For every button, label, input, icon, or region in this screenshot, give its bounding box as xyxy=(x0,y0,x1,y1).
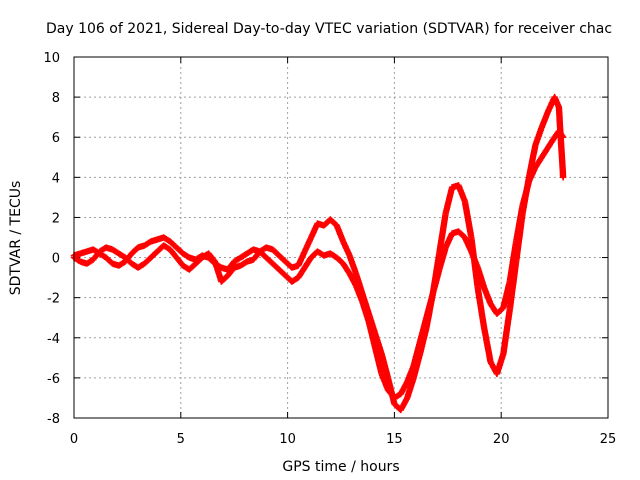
marker-trail xyxy=(116,259,128,268)
marker-trail xyxy=(532,125,545,147)
marker-trail xyxy=(506,259,520,312)
y-tick-label: -8 xyxy=(47,412,60,427)
y-tick-label: 2 xyxy=(52,211,60,226)
plot-frame xyxy=(73,56,609,419)
marker-trail xyxy=(519,175,532,216)
y-tick-label: 8 xyxy=(52,91,60,106)
x-axis-label: GPS time / hours xyxy=(282,459,399,475)
marker-trail xyxy=(136,261,147,270)
marker-trail xyxy=(404,364,417,384)
data-series xyxy=(70,93,567,414)
marker-trail xyxy=(212,259,225,284)
y-tick-label: 10 xyxy=(43,51,60,66)
axis-ticks: 0 5 10 15 20 25 -8 -6 -4 -2 0 2 4 6 8 10 xyxy=(43,51,616,447)
marker-trail xyxy=(340,261,352,276)
marker-trail xyxy=(161,243,172,252)
marker-trail xyxy=(123,255,134,266)
marker-trail xyxy=(270,261,282,272)
marker-trail xyxy=(456,229,467,240)
marker-trail xyxy=(129,245,141,256)
y-tick-label: 0 xyxy=(52,252,60,267)
marker-trail xyxy=(90,249,102,262)
x-tick-label: 15 xyxy=(386,432,403,447)
marker-trail xyxy=(225,265,237,278)
chart-title: Day 106 of 2021, Sidereal Day-to-day VTE… xyxy=(46,21,612,37)
marker-trail xyxy=(346,253,359,276)
marker-trail xyxy=(555,105,567,179)
y-axis-label: SDTVAR / TECUs xyxy=(8,181,24,296)
marker-trail xyxy=(187,261,198,272)
marker-trail xyxy=(225,259,237,272)
marker-trail xyxy=(276,253,288,264)
x-tick-label: 20 xyxy=(493,432,510,447)
marker-trail xyxy=(379,372,391,392)
marker-trail xyxy=(193,255,205,266)
y-tick-label: 4 xyxy=(52,171,60,186)
y-tick-label: -2 xyxy=(47,292,60,307)
marker-trail xyxy=(366,311,378,336)
marker-trail xyxy=(168,239,179,250)
marker-trail xyxy=(474,286,488,330)
marker-trail xyxy=(174,255,186,268)
marker-trail xyxy=(404,376,417,400)
data-point xyxy=(559,174,567,181)
marker-trail xyxy=(455,183,468,204)
marker-trail xyxy=(359,291,372,316)
marker-trail xyxy=(526,143,539,179)
marker-trail xyxy=(423,292,436,330)
x-tick-label: 25 xyxy=(600,432,617,447)
marker-trail xyxy=(110,247,121,256)
marker-trail xyxy=(481,326,494,364)
marker-trail xyxy=(429,251,443,296)
marker-trail xyxy=(148,249,160,260)
x-tick-label: 5 xyxy=(177,432,185,447)
x-tick-label: 10 xyxy=(279,432,296,447)
marker-trail xyxy=(251,249,263,262)
marker-trail xyxy=(276,267,288,278)
marker-trail xyxy=(232,255,243,264)
marker-trail xyxy=(468,235,481,290)
marker-trail xyxy=(372,332,385,356)
marker-trail xyxy=(513,211,526,264)
marker-trail xyxy=(142,255,153,266)
marker-trail xyxy=(494,305,506,316)
marker-trail xyxy=(539,109,551,129)
marker-trail xyxy=(353,271,366,296)
marker-trail xyxy=(219,273,230,284)
marker-trail xyxy=(270,247,282,258)
marker-trail xyxy=(84,257,96,266)
marker-trail xyxy=(174,245,186,256)
marker-trail xyxy=(167,247,179,260)
marker-trail xyxy=(436,211,449,256)
marker-trail xyxy=(264,255,275,266)
marker-trail xyxy=(238,259,249,268)
marker-trail xyxy=(462,199,475,240)
marker-trail xyxy=(410,352,423,380)
marker-trail xyxy=(481,285,494,306)
marker-trail xyxy=(103,255,115,266)
y-tick-label: 6 xyxy=(52,131,60,146)
y-tick-label: -6 xyxy=(47,372,60,387)
y-tick-label: -4 xyxy=(47,332,60,347)
marker-trail xyxy=(206,251,218,264)
x-tick-label: 0 xyxy=(70,432,78,447)
marker-trail xyxy=(328,217,339,228)
series-track-b xyxy=(70,93,567,414)
marker-trail xyxy=(494,352,507,376)
marker-trail xyxy=(161,235,172,244)
marker-trail xyxy=(500,308,513,356)
marker-trail xyxy=(334,255,346,266)
marker-trail xyxy=(334,223,346,244)
